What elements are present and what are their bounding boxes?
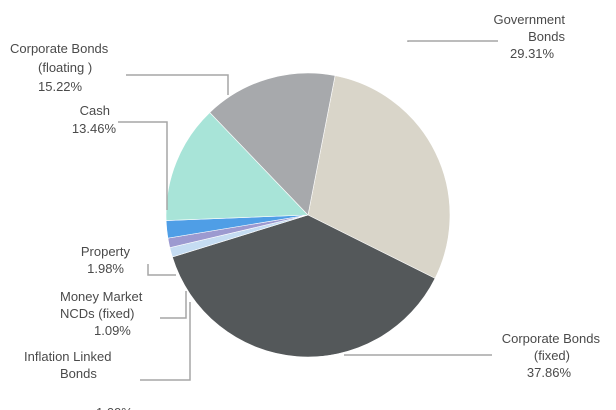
slice-label-line: Corporate Bonds xyxy=(502,331,601,346)
leader-lines xyxy=(118,40,498,381)
slice-label-line: Cash xyxy=(80,103,110,118)
slice-value-corporate-bonds-fixed: 37.86% xyxy=(527,365,572,380)
leader-line-property xyxy=(147,264,176,276)
slice-label-line: Bonds xyxy=(60,366,97,381)
pie-slice-corporate-bonds-floating xyxy=(209,72,336,216)
slice-label-line: (floating ) xyxy=(38,60,92,75)
leader-line-cash xyxy=(118,121,168,210)
leader-line-money-market-ncds-fixed xyxy=(160,291,187,319)
slice-label-line: (fixed) xyxy=(534,348,570,363)
slice-label-line: Inflation Linked xyxy=(24,349,111,364)
pie-slice-corporate-bonds-fixed xyxy=(171,214,436,358)
slice-label-line: Property xyxy=(81,244,131,259)
slice-value-corporate-bonds-floating: 15.22% xyxy=(38,79,83,94)
pie-slice-cash xyxy=(165,112,309,221)
slice-label-line: Corporate Bonds xyxy=(10,41,109,56)
slice-label-government-bonds: Government Bonds 29.31% xyxy=(493,12,565,61)
slice-label-cash: Cash 13.46% xyxy=(72,103,117,136)
leader-line-corporate-bonds-floating xyxy=(126,74,229,95)
slice-label-line: Bonds xyxy=(528,29,565,44)
slice-value-money-market-ncds-fixed: 1.09% xyxy=(94,323,131,338)
slice-label-money-market-ncds-fixed: Money Market NCDs (fixed) 1.09% xyxy=(60,289,143,338)
slice-label-line: Government xyxy=(493,12,565,27)
slice-value-cash: 13.46% xyxy=(72,121,117,136)
slice-label-inflation-linked-bonds: Inflation Linked Bonds 1.09% xyxy=(24,349,133,410)
slice-label-line: Money Market xyxy=(60,289,143,304)
slice-label-line: NCDs (fixed) xyxy=(60,306,134,321)
leader-line-inflation-linked-bonds xyxy=(140,302,191,381)
slice-labels: Government Bonds 29.31% Corporate Bonds (fix… xyxy=(10,12,600,410)
slice-label-corporate-bonds-floating: Corporate Bonds (floating ) 15.22% xyxy=(10,41,109,94)
slice-label-corporate-bonds-fixed: Corporate Bonds (fixed) 37.86% xyxy=(502,331,601,380)
pie-slices xyxy=(165,72,451,358)
slice-value-property: 1.98% xyxy=(87,261,124,276)
slice-value-government-bonds: 29.31% xyxy=(510,46,555,61)
leader-line-government-bonds xyxy=(407,40,498,42)
slice-value-inflation-linked-bonds: 1.09% xyxy=(96,405,133,410)
slice-label-property: Property 1.98% xyxy=(81,244,131,276)
pie-slice-government-bonds xyxy=(307,75,451,279)
